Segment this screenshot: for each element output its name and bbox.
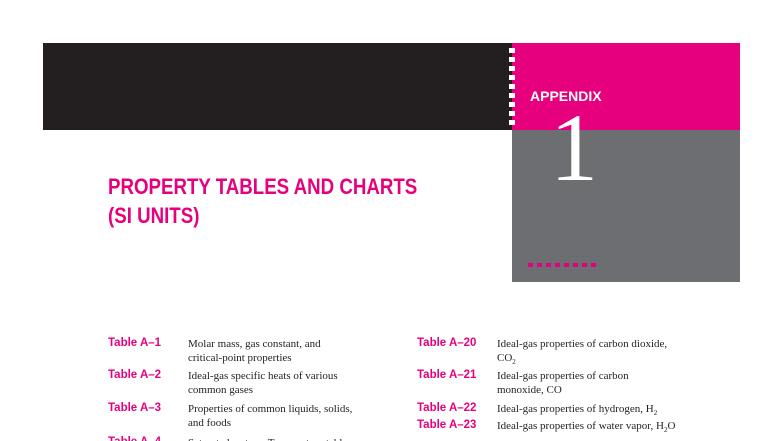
description-line: Ideal-gas specific heats of various (188, 369, 338, 383)
black-band (43, 43, 512, 130)
text: CO (497, 352, 513, 364)
description-line: Properties of common liquids, solids, (188, 402, 352, 416)
description-line: monoxide, CO (497, 383, 629, 397)
table-description: Ideal-gas properties of carbon monoxide, … (497, 369, 629, 397)
text: Ideal-gas properties of hydrogen, H (497, 403, 654, 415)
dotted-divider (509, 48, 515, 128)
table-description: Molar mass, gas constant, and critical-po… (188, 337, 321, 365)
title-line: (SI UNITS) (108, 203, 200, 228)
description-line: common gases (188, 383, 338, 397)
text: Ideal-gas specific heats of various (188, 370, 338, 382)
description-line: Ideal-gas properties of carbon dioxide, (497, 337, 667, 351)
subscript: 2 (512, 358, 516, 367)
table-description: Ideal-gas properties of carbon dioxide, C… (497, 337, 667, 369)
table-id: Table A–21 (417, 369, 477, 381)
table-id: Table A–4 (108, 436, 161, 441)
text: critical-point properties (188, 352, 292, 364)
title-line: PROPERTY TABLES AND CHARTS (108, 174, 418, 199)
table-description: Saturated water—Temperature table (188, 436, 347, 441)
table-description: Ideal-gas specific heats of various commo… (188, 369, 338, 397)
table-description: Ideal-gas properties of hydrogen, H2 (497, 402, 657, 420)
text: Properties of common liquids, solids, (188, 403, 353, 415)
pink-dots (528, 263, 600, 267)
table-id: Table A–22 (417, 402, 477, 414)
text: Molar mass, gas constant, and (188, 338, 321, 350)
description-line: Ideal-gas properties of carbon (497, 369, 629, 383)
pink-block (512, 43, 740, 130)
appendix-label: APPENDIX (530, 88, 602, 104)
table-description: Properties of common liquids, solids, and… (188, 402, 352, 430)
description-line: CO2 (497, 351, 667, 369)
text: Ideal-gas properties of water vapor, H (497, 420, 664, 432)
table-id: Table A–23 (417, 419, 477, 431)
description-line: Ideal-gas properties of hydrogen, H2 (497, 402, 657, 420)
table-id: Table A–3 (108, 402, 162, 414)
text: Ideal-gas properties of carbon (497, 370, 629, 382)
table-id: Table A–2 (108, 369, 162, 381)
appendix-number: 1 (550, 94, 598, 201)
table-id: Table A–1 (108, 337, 162, 349)
text: Saturated water—Temperature table (188, 437, 347, 441)
description-line: Saturated water—Temperature table (188, 436, 347, 441)
description-line: critical-point properties (188, 351, 321, 365)
text: common gases (188, 384, 254, 396)
text: Ideal-gas properties of carbon dioxide, (497, 338, 668, 350)
gray-block (512, 130, 740, 282)
description-line: Ideal-gas properties of water vapor, H2O (497, 419, 675, 437)
title: PROPERTY TABLES AND CHARTS (SI UNITS) (108, 172, 472, 230)
text: O (667, 420, 676, 432)
table-description: Ideal-gas properties of water vapor, H2O (497, 419, 675, 437)
description-line: and foods (188, 416, 352, 430)
text: and foods (188, 417, 232, 429)
subscript: 2 (653, 409, 658, 418)
description-line: Molar mass, gas constant, and (188, 337, 321, 351)
subscript: 2 (663, 426, 668, 435)
text: monoxide, CO (497, 384, 562, 396)
table-id: Table A–20 (417, 337, 477, 349)
